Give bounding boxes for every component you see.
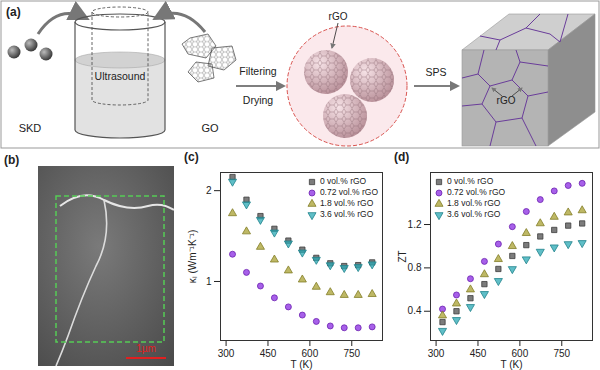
svg-text:Drying: Drying: [243, 94, 274, 106]
svg-text:600: 600: [512, 348, 529, 359]
html-text:(b): (b): [4, 153, 20, 167]
svg-text:600: 600: [302, 348, 319, 359]
svg-text:450: 450: [260, 348, 277, 359]
svg-text:κₗ (Wm⁻¹K⁻¹): κₗ (Wm⁻¹K⁻¹): [187, 230, 198, 284]
html-text:0.72 vol.% rGO: 0.72 vol.% rGO: [447, 187, 506, 197]
svg-text:1: 1: [206, 276, 212, 287]
svg-text:T (K): T (K): [500, 359, 522, 370]
svg-text:T (K): T (K): [290, 359, 312, 370]
html-text:3.6 vol.% rGO: 3.6 vol.% rGO: [447, 209, 501, 219]
svg-text:2: 2: [206, 185, 212, 196]
svg-text:750: 750: [553, 348, 570, 359]
svg-text:750: 750: [343, 348, 360, 359]
html-text:3.6 vol.% rGO: 3.6 vol.% rGO: [319, 209, 374, 219]
svg-text:GO: GO: [201, 122, 219, 134]
svg-text:300: 300: [428, 348, 445, 359]
svg-text:SPS: SPS: [425, 66, 446, 78]
svg-text:ZT: ZT: [397, 250, 408, 262]
svg-text:450: 450: [470, 348, 487, 359]
svg-text:SKD: SKD: [19, 122, 42, 134]
svg-text:(a): (a): [6, 5, 21, 19]
html-text:(d): (d): [394, 150, 410, 164]
html-text:(c): (c): [184, 150, 199, 164]
html-text:0 vol.% rGO: 0 vol.% rGO: [447, 176, 494, 186]
svg-text:0.4: 0.4: [408, 305, 422, 316]
html-text:1.8 vol.% rGO: 1.8 vol.% rGO: [447, 198, 501, 208]
svg-text:rGO: rGO: [497, 95, 516, 106]
svg-text:1.2: 1.2: [408, 219, 422, 230]
html-text:1.8 vol.% rGO: 1.8 vol.% rGO: [319, 198, 374, 208]
html-text:0 vol.% rGO: 0 vol.% rGO: [319, 176, 367, 186]
svg-text:Ultrasound: Ultrasound: [95, 70, 146, 82]
svg-text:rGO: rGO: [329, 11, 348, 22]
svg-text:300: 300: [218, 348, 235, 359]
html-text:0.72 vol.% rGO: 0.72 vol.% rGO: [319, 187, 378, 197]
svg-text:Filtering: Filtering: [239, 65, 277, 77]
svg-text:1µm: 1µm: [136, 343, 156, 354]
svg-text:0.8: 0.8: [408, 262, 422, 273]
